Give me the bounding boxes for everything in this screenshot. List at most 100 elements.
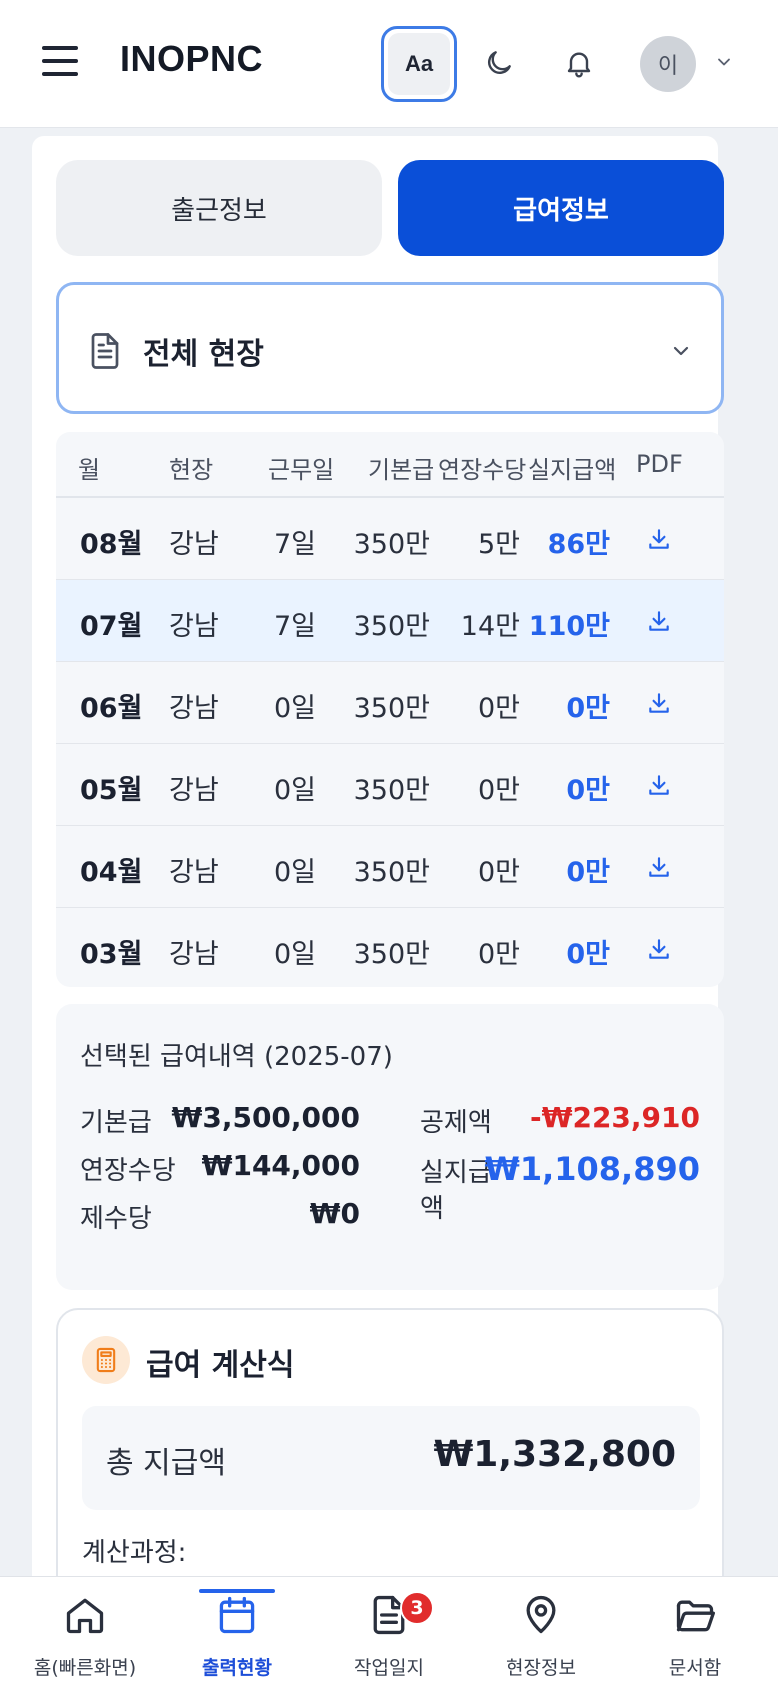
download-pdf-icon[interactable] [646,690,672,716]
row-month: 04월 [80,857,143,888]
row-base-pay: 350만 [353,529,430,560]
row-site: 강남 [169,775,219,806]
summary-title: 선택된 급여내역 (2025-07) [80,1042,393,1072]
column-header-site: 현장 [169,456,214,484]
chevron-down-icon [673,346,689,356]
table-row[interactable]: 06월 강남 0일 350만 0만 0만 [56,662,724,744]
font-size-label: Aa [388,33,450,95]
table-row[interactable]: 05월 강남 0일 350만 0만 0만 [56,744,724,826]
row-workdays: 0일 [273,857,316,888]
row-overtime: 0만 [477,775,520,806]
net-pay-label-line1: 실지급 [420,1158,492,1188]
map-pin-icon [526,1595,556,1634]
row-net-pay: 0만 [566,693,610,724]
column-header-workdays: 근무일 [268,456,335,484]
nav-worklog[interactable]: 3 작업일지 [314,1577,464,1690]
menu-icon[interactable] [42,46,78,76]
row-net-pay: 0만 [566,775,610,806]
top-header: INOPNC Aa 이 [0,0,778,128]
formula-title: 급여 계산식 [146,1348,295,1383]
row-month: 08월 [80,529,143,560]
row-site: 강남 [169,693,219,724]
table-row[interactable]: 04월 강남 0일 350만 0만 0만 [56,826,724,908]
overtime-label: 연장수당 [80,1156,176,1186]
row-base-pay: 350만 [353,775,430,806]
download-pdf-icon[interactable] [646,608,672,634]
row-site: 강남 [169,529,219,560]
row-net-pay: 86만 [547,529,610,560]
folder-icon [676,1600,715,1632]
base-pay-value: ₩3,500,000 [171,1101,360,1134]
row-workdays: 7일 [273,611,316,642]
nav-site-info[interactable]: 현장정보 [466,1577,616,1690]
row-workdays: 0일 [273,775,316,806]
base-pay-label: 기본급 [80,1108,152,1138]
home-icon [66,1598,104,1634]
download-pdf-icon[interactable] [646,772,672,798]
nav-documents[interactable]: 문서함 [620,1577,770,1690]
download-pdf-icon[interactable] [646,526,672,552]
download-pdf-icon[interactable] [646,936,672,962]
selected-salary-summary: 선택된 급여내역 (2025-07) 기본급 ₩3,500,000 연장수당 ₩… [56,1004,724,1290]
total-pay-label: 총 지급액 [106,1446,226,1481]
nav-site-info-label: 현장정보 [506,1657,576,1679]
row-site: 강남 [169,611,219,642]
column-header-net-pay: 실지급액 [528,456,617,484]
row-overtime: 14만 [460,611,520,642]
row-site: 강남 [169,857,219,888]
notifications-button[interactable] [556,40,602,86]
bottom-navigation: 홈(빠른화면) 출력현황 3 작업일지 현장정보 문서함 [0,1576,778,1690]
dark-mode-toggle[interactable] [476,40,522,86]
nav-home[interactable]: 홈(빠른화면) [10,1577,160,1690]
row-overtime: 0만 [477,857,520,888]
row-workdays: 0일 [273,939,316,970]
net-pay-label-line2: 액 [420,1194,444,1224]
overtime-value: ₩144,000 [201,1149,360,1182]
table-header: 월 현장 근무일 기본급 연장수당 실지급액 PDF [56,432,724,498]
nav-attendance[interactable]: 출력현황 [162,1577,312,1690]
tab-salary-info[interactable]: 급여정보 [398,160,724,256]
calendar-icon [219,1596,255,1634]
nav-worklog-label: 작업일지 [354,1657,424,1679]
row-base-pay: 350만 [353,693,430,724]
row-net-pay: 110만 [528,611,610,642]
tab-attendance-info[interactable]: 출근정보 [56,160,382,256]
app-logo[interactable]: INOPNC [120,38,264,79]
column-header-base-pay: 기본급 [368,456,435,484]
table-row[interactable]: 07월 강남 7일 350만 14만 110만 [56,580,724,662]
column-header-overtime: 연장수당 [438,456,527,484]
nav-home-label: 홈(빠른화면) [33,1657,137,1679]
avatar[interactable]: 이 [640,36,696,92]
calculator-icon [82,1336,130,1384]
row-base-pay: 350만 [353,857,430,888]
column-header-pdf: PDF [636,450,683,478]
row-workdays: 7일 [273,529,316,560]
row-base-pay: 350만 [353,939,430,970]
document-icon [91,333,119,369]
chevron-down-icon[interactable] [714,52,734,72]
calculation-process-label: 계산과정: [82,1538,187,1568]
row-overtime: 0만 [477,939,520,970]
salary-formula-card: 급여 계산식 총 지급액 ₩1,332,800 계산과정: [56,1308,724,1628]
site-select-value: 전체 현장 [143,337,264,372]
deduction-label: 공제액 [420,1108,492,1138]
net-pay-value: ₩1,108,890 [484,1150,700,1188]
column-header-month: 월 [78,456,101,484]
total-pay-value: ₩1,332,800 [433,1434,676,1475]
row-net-pay: 0만 [566,857,610,888]
moon-icon [488,51,511,74]
table-row[interactable]: 08월 강남 7일 350만 5만 86만 [56,498,724,580]
salary-table: 월 현장 근무일 기본급 연장수당 실지급액 PDF 08월 강남 7일 350만 5만… [56,432,724,987]
row-site: 강남 [169,939,219,970]
table-row[interactable]: 03월 강남 0일 350만 0만 0만 [56,908,724,987]
row-workdays: 0일 [273,693,316,724]
download-pdf-icon[interactable] [646,854,672,880]
font-size-button[interactable]: Aa [381,26,457,102]
info-tabs: 출근정보 급여정보 [56,160,724,256]
allowance-label: 제수당 [80,1204,152,1234]
row-net-pay: 0만 [566,939,610,970]
site-select-dropdown[interactable]: 전체 현장 [56,282,724,414]
main-content: 출근정보 급여정보 전체 현장 월 현장 근무일 기본급 연장수당 실지급액 P… [32,136,724,1628]
nav-attendance-label: 출력현황 [202,1657,272,1679]
clipboard-icon [373,1595,405,1635]
